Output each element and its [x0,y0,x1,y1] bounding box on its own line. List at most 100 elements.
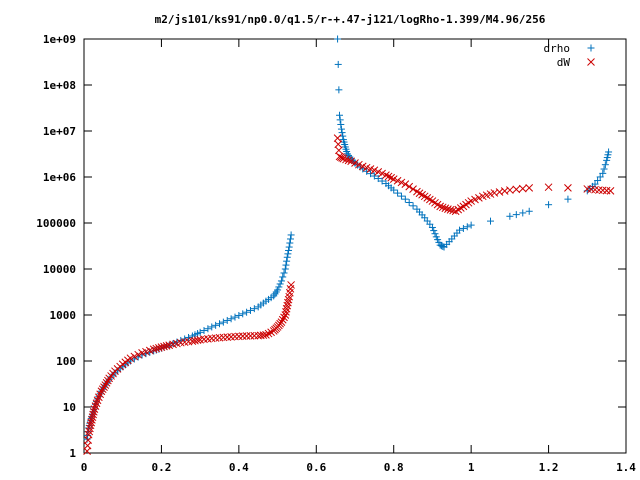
dw-point [471,195,479,204]
dw-point [280,313,288,322]
dw-point [157,343,166,352]
dw-point [207,334,216,343]
y-tick-label: 1e+07 [43,125,76,138]
axis-ticks: 0 0.2 0.4 0.6 0.8 1 1.2 1.4 1 10 100 1000 10000 10000… [36,33,636,474]
drho-point [601,161,609,169]
drho-point [506,212,514,220]
dw-point [149,345,158,354]
drho-point [285,243,293,251]
drho-point [397,192,405,200]
drho-point [459,224,467,232]
y-tick-label: 1e+09 [43,33,76,46]
dw-point [101,381,110,389]
dw-point [339,154,348,163]
dw-point [283,301,292,310]
dw-point [370,166,379,175]
drho-point [231,313,239,321]
x-tick-label: 0.2 [151,461,171,474]
dw-point [84,430,93,439]
drho-point [334,60,342,68]
dw-point [235,332,243,341]
dw-point [342,155,350,164]
drho-point [394,189,402,197]
drho-point [281,265,289,273]
plot-frame [83,38,627,454]
dw-point [436,202,445,211]
drho-point [428,223,436,231]
dw-point [277,318,286,326]
drho-point [430,227,438,235]
dw-point [215,333,224,342]
drho-point [181,335,189,343]
dw-point [598,186,607,195]
drho-point [467,221,475,229]
dw-point [389,175,398,183]
drho-point [390,186,398,194]
dw-point [355,160,363,169]
dw-point [162,342,171,350]
drho-point [463,223,471,231]
dw-point [475,194,483,202]
dw-point [250,331,259,340]
dw-point [518,184,527,193]
x-tick-label: 1 [468,461,475,474]
drho-point [200,327,208,335]
dw-point [444,205,452,214]
x-tick-label: 1.4 [616,461,636,474]
y-tick-label: 10 [63,401,76,414]
dw-point [160,342,168,351]
legend-marker-dw [587,58,595,66]
dw-point [126,354,135,363]
dw-point [264,329,273,338]
dw-point [384,172,393,181]
dw-point [282,308,290,316]
dw-point [397,178,406,187]
dw-point [134,350,143,359]
dw-point [262,331,270,339]
drho-point [286,235,294,243]
dw-point [282,304,291,313]
drho-point [243,308,251,316]
drho-point [227,315,235,323]
y-tick-label: 1 [69,447,76,460]
drho-point [219,318,227,326]
dw-point [238,332,247,341]
legend-marker-drho [587,44,595,52]
dw-point [223,333,232,342]
dw-point [401,180,410,188]
drho-point [283,253,291,261]
x-tick-label: 0.4 [229,461,249,474]
dw-point [259,331,268,339]
dw-point [446,206,455,214]
drho-point [401,195,409,203]
drho-point [378,177,386,185]
drho-point [439,242,447,250]
x-tick-label: 0.8 [384,461,404,474]
dw-point [152,344,161,353]
drho-point [282,261,290,269]
drho-point [208,323,216,331]
dw-point [409,185,417,194]
legend-label-dw: dW [557,56,571,69]
dw-point [333,134,342,142]
dw-point [100,383,108,391]
drho-point [277,277,285,285]
dw-point [595,186,603,194]
drho-point [405,198,413,206]
drho-point [591,180,599,188]
drho-point [363,167,371,175]
chart-title: m2/js101/ks91/np0.0/q1.5/r-+.47-j121/log… [155,13,546,26]
dw-point [98,385,107,394]
drho-point [599,169,607,177]
dw-point [85,427,94,436]
dw-point [441,204,450,213]
dw-point [405,182,414,191]
drho-point [185,333,193,341]
drho-point [285,246,293,254]
dw-point [347,157,355,166]
dw-point [278,315,287,324]
dw-point [130,352,139,361]
drho-point [431,230,439,238]
drho-point [284,250,292,258]
dw-point [506,186,514,194]
